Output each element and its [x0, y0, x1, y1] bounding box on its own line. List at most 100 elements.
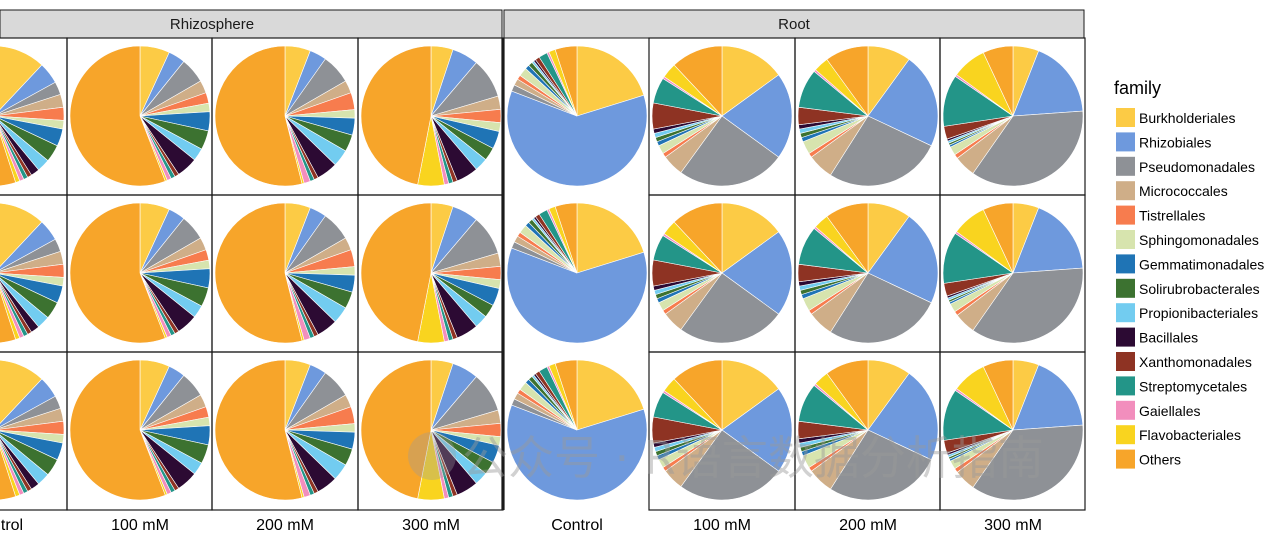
pie: [797, 202, 939, 344]
pie-slice: [214, 45, 303, 187]
pie-slice: [576, 359, 645, 431]
pie-slice: [1012, 50, 1084, 117]
pie-slice: [0, 290, 17, 343]
pie-slice: [982, 45, 1014, 117]
pie-slice: [680, 115, 780, 187]
pie-slice: [721, 231, 793, 315]
legend-key: [1116, 303, 1135, 323]
pie-slice: [830, 272, 932, 344]
pie-slice: [554, 45, 578, 117]
strip-root: [503, 9, 1085, 39]
pie-slice: [1012, 207, 1084, 274]
pie-slice: [576, 45, 645, 117]
legend-label: Bacillales: [1139, 330, 1198, 346]
pie: [942, 359, 1084, 501]
legend-key: [1116, 156, 1135, 176]
pie-slice: [826, 359, 869, 431]
legend-label: Others: [1139, 452, 1181, 468]
legend-label: Streptomycetales: [1139, 378, 1247, 394]
pie-slice: [554, 359, 578, 431]
pie-slice: [673, 45, 723, 117]
x-tick-label: Control: [551, 517, 603, 534]
legend-label: Tistrellales: [1139, 208, 1205, 224]
pie-slice: [506, 247, 648, 344]
legend-label: Flavobacteriales: [1139, 427, 1241, 443]
pie: [506, 202, 648, 344]
pie-slice: [214, 202, 303, 344]
pie-slice: [721, 388, 793, 472]
pie-slice: [0, 447, 17, 500]
pie-slice: [360, 202, 432, 343]
x-tick-label: 100 mM: [693, 517, 751, 534]
pie-slice: [506, 404, 648, 501]
pie: [506, 359, 648, 501]
x-tick-label: trol: [1, 517, 23, 534]
legend-label: Micrococcales: [1139, 183, 1228, 199]
panel-border: [939, 351, 1086, 511]
pie-slice: [69, 45, 166, 187]
x-tick-label: 100 mM: [111, 517, 169, 534]
pie-slice: [982, 202, 1014, 274]
legend-key: [1116, 400, 1135, 420]
legend-label: Gemmatimonadales: [1139, 256, 1264, 272]
pie-slice: [972, 267, 1084, 344]
x-tick-label: 200 mM: [256, 517, 314, 534]
pie-slice: [830, 429, 932, 501]
pie-slice: [721, 45, 780, 117]
legend-key: [1116, 327, 1135, 347]
legend-key: [1116, 376, 1135, 396]
legend-label: Propionibacteriales: [1139, 305, 1258, 321]
pie: [797, 45, 939, 187]
legend: family Burkholderiales Rhizobiales Pseudom…: [1114, 78, 1264, 469]
strip-label-root: Root: [778, 16, 811, 33]
x-axis-ticks: trol 100 mM 200 mM 300 mM Control 100 mM…: [1, 517, 1042, 534]
strip-label-rhizosphere: Rhizosphere: [170, 16, 254, 33]
pie-slice: [972, 424, 1084, 501]
pie: [942, 45, 1084, 187]
pie-slice: [69, 202, 166, 344]
pie-slice: [360, 359, 432, 500]
pie-slice: [680, 272, 780, 344]
pie-slice: [982, 359, 1014, 431]
x-tick-label: 200 mM: [839, 517, 897, 534]
x-tick-label: 300 mM: [984, 517, 1042, 534]
legend-label: Pseudomonadales: [1139, 159, 1255, 175]
pie-slice: [826, 45, 869, 117]
pie: [0, 202, 65, 343]
pie-slice: [721, 359, 780, 431]
legend-key: [1116, 205, 1135, 225]
x-tick-label: 300 mM: [402, 517, 460, 534]
pie: [651, 45, 793, 187]
legend-key: [1116, 132, 1135, 152]
pie: [651, 202, 793, 344]
legend-key: [1116, 352, 1135, 371]
legend-title: family: [1114, 78, 1161, 98]
legend-key: [1116, 254, 1135, 274]
legend-key: [1116, 425, 1135, 445]
pie-slice: [0, 133, 17, 186]
pie: [0, 359, 65, 500]
watermark-logo-icon: [408, 432, 456, 480]
watermark-text: 公众号 · R语言数据分析指南: [462, 431, 1044, 485]
pie-slice: [214, 359, 303, 501]
pie: [797, 359, 939, 501]
panel-grid: [0, 37, 1086, 511]
pie: [0, 45, 65, 186]
pie: [360, 45, 502, 187]
legend-label: Solirubrobacterales: [1139, 281, 1260, 297]
pie-slice: [506, 90, 648, 187]
pie-slice: [721, 74, 793, 158]
legend-key: [1116, 230, 1135, 249]
pie: [214, 202, 356, 344]
pie-slice: [972, 110, 1084, 187]
legend-key: [1116, 278, 1135, 298]
legend-key: [1116, 449, 1135, 469]
legend-label: Xanthomonadales: [1139, 354, 1252, 370]
pie-slice: [680, 429, 780, 501]
pie: [942, 202, 1084, 344]
legend-label: Rhizobiales: [1139, 134, 1211, 150]
pie-slice: [554, 202, 578, 274]
legend-key: [1116, 181, 1135, 201]
legend-label: Sphingomonadales: [1139, 232, 1259, 248]
pie-slice: [673, 202, 723, 274]
